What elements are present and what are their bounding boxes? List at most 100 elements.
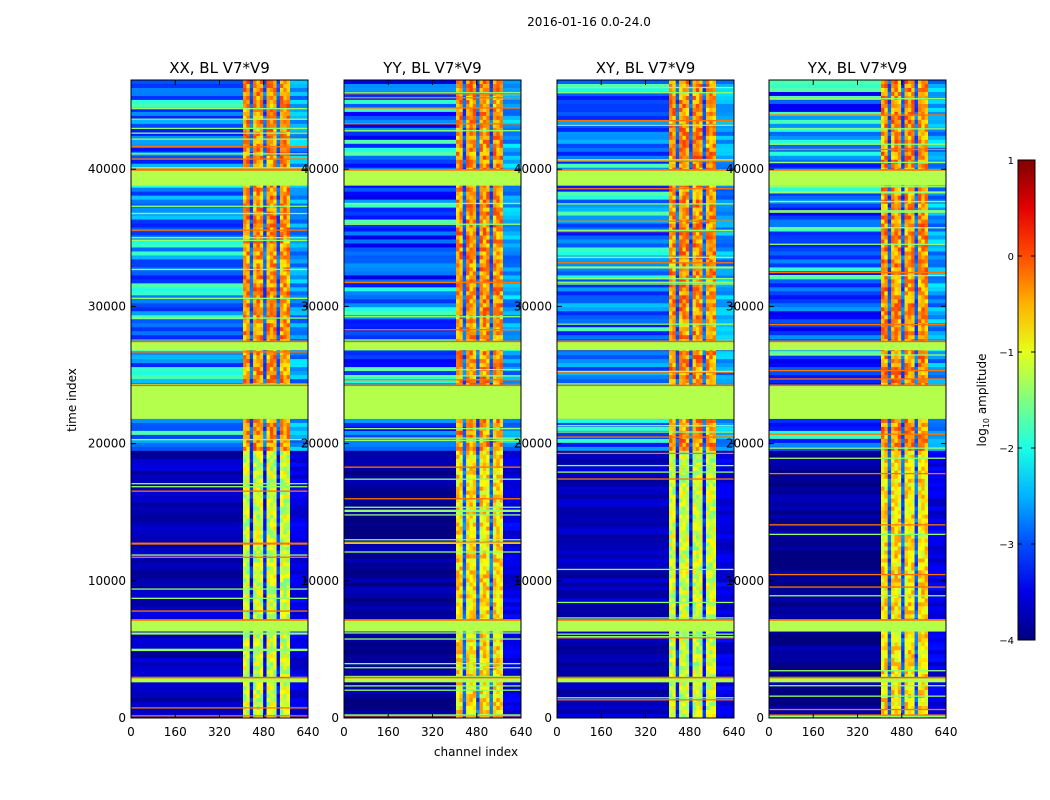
heatmap-cell	[246, 574, 251, 579]
heatmap-cell	[243, 311, 247, 316]
heatmap-cell	[476, 247, 480, 252]
heatmap-cell	[256, 219, 261, 225]
heatmap-cell	[466, 558, 470, 563]
heatmap-cell	[462, 658, 467, 663]
heatmap-cell	[462, 546, 467, 552]
heatmap-cell	[492, 287, 497, 292]
heatmap-cell	[249, 710, 254, 715]
heatmap-cell	[476, 111, 480, 117]
heatmap-cell	[482, 271, 487, 276]
heatmap-cell	[496, 135, 500, 141]
heatmap-cell	[462, 251, 467, 256]
heatmap-cell	[476, 147, 480, 153]
heatmap-cell	[286, 111, 291, 117]
heatmap-cell	[489, 247, 494, 252]
heatmap-cell	[290, 578, 308, 583]
heatmap-cell	[243, 562, 247, 567]
heatmap-cell	[256, 283, 261, 288]
heatmap-cell	[499, 263, 504, 268]
heatmap-cell	[263, 526, 267, 532]
heatmap-cell	[259, 159, 264, 165]
heatmap-cell	[279, 355, 284, 360]
heatmap-cell	[469, 422, 474, 428]
heatmap-cell	[462, 538, 467, 544]
heatmap-cell	[456, 490, 460, 496]
heatmap-cell	[290, 514, 308, 520]
heatmap-cell	[279, 375, 284, 380]
heatmap-cell	[466, 638, 470, 643]
heatmap-cell	[482, 159, 487, 165]
heatmap-cell	[243, 526, 247, 532]
heatmap-cell	[279, 99, 284, 105]
heatmap-cell	[263, 562, 267, 567]
heatmap-cell	[489, 542, 494, 548]
heatmap-cell	[286, 223, 291, 229]
heatmap-cell	[249, 614, 254, 619]
heatmap-cell	[492, 379, 497, 384]
heatmap-cell	[243, 442, 247, 448]
heatmap-cell	[479, 638, 484, 643]
heatmap-cell	[489, 111, 494, 117]
heatmap-cell	[496, 482, 500, 488]
heatmap-cell	[249, 135, 254, 141]
heatmap-cell	[482, 542, 487, 548]
heatmap-cell	[290, 299, 308, 304]
heatmap-cell	[499, 379, 504, 384]
heatmap-cell	[131, 287, 244, 292]
heatmap-cell	[290, 650, 308, 655]
heatmap-cell	[469, 331, 474, 336]
heatmap-cell	[286, 562, 291, 567]
heatmap-cell	[253, 454, 257, 460]
heatmap-cell	[266, 303, 271, 308]
heatmap-cell	[279, 111, 284, 117]
heatmap-cell	[492, 594, 497, 599]
heatmap-cell	[469, 119, 474, 125]
heatmap-cell	[266, 299, 271, 304]
heatmap-cell	[476, 446, 480, 452]
heatmap-cell	[266, 570, 271, 575]
heatmap-cell	[266, 422, 271, 428]
heatmap-cell	[476, 271, 480, 276]
heatmap-cell	[492, 255, 497, 260]
heatmap-cell	[263, 606, 267, 611]
heatmap-cell	[249, 562, 254, 567]
heatmap-cell	[253, 614, 257, 619]
heatmap-cell	[290, 674, 308, 679]
heatmap-cell	[249, 311, 254, 316]
heatmap-cell	[499, 490, 504, 496]
heatmap-cell	[269, 199, 274, 205]
heatmap-cell	[486, 103, 490, 109]
heatmap-cell	[259, 518, 264, 524]
heatmap-cell	[492, 642, 497, 647]
heatmap-cell	[344, 123, 457, 129]
heatmap-cell	[253, 379, 257, 384]
heatmap-cell	[269, 562, 274, 567]
heatmap-cell	[256, 538, 261, 544]
heatmap-cell	[479, 235, 484, 240]
heatmap-cell	[290, 686, 308, 691]
heatmap-cell	[273, 542, 277, 548]
heatmap-cell	[266, 99, 271, 105]
heatmap-cell	[503, 550, 521, 556]
heatmap-cell	[469, 299, 474, 304]
heatmap-cell	[290, 474, 308, 480]
heatmap-cell	[276, 418, 281, 424]
heatmap-cell	[276, 143, 281, 149]
heatmap-cell	[499, 602, 504, 607]
heatmap-cell	[269, 442, 274, 448]
heatmap-cell	[259, 283, 264, 288]
heatmap-cell	[499, 315, 504, 320]
heatmap-cell	[243, 506, 247, 512]
heatmap-cell	[276, 83, 281, 89]
heatmap-cell	[476, 363, 480, 368]
heatmap-cell	[283, 303, 287, 308]
heatmap-cell	[263, 642, 267, 647]
heatmap-cell	[253, 702, 257, 707]
heatmap-cell	[249, 219, 254, 225]
heatmap-cell	[246, 243, 251, 248]
heatmap-cell	[462, 235, 467, 240]
flagged-band-edge	[131, 676, 308, 679]
heatmap-cell	[279, 602, 284, 607]
heatmap-cell	[259, 566, 264, 571]
heatmap-cell	[259, 91, 264, 97]
